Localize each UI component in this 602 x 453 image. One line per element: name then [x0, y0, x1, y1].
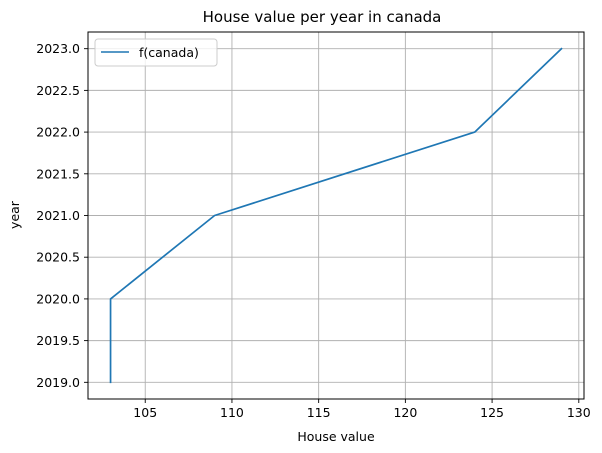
x-axis-label: House value	[297, 429, 375, 444]
x-tick-label: 115	[307, 405, 331, 420]
chart-title: House value per year in canada	[203, 8, 442, 26]
legend-box	[94, 38, 218, 67]
y-tick-label: 2019.5	[36, 333, 80, 348]
y-tick-label: 2022.5	[36, 83, 80, 98]
legend-label: f(canada)	[139, 45, 199, 60]
legend: f(canada)	[94, 38, 218, 67]
y-axis-label: year	[7, 200, 22, 229]
y-tick-label: 2022.0	[36, 125, 80, 140]
y-axis-ticks: 2019.0 2019.5 2020.0 2020.5 2021.0 2021.5 2022…	[36, 41, 88, 390]
y-tick-label: 2023.0	[36, 41, 80, 56]
series-layer	[109, 47, 563, 384]
x-axis-ticks: 105 110 115 120 125 130	[133, 399, 591, 420]
x-tick-label: 110	[220, 405, 244, 420]
y-tick-label: 2021.0	[36, 208, 80, 223]
x-tick-label: 125	[480, 405, 504, 420]
y-tick-label: 2021.5	[36, 166, 80, 181]
y-tick-label: 2019.0	[36, 375, 80, 390]
x-tick-label: 120	[393, 405, 417, 420]
y-tick-label: 2020.0	[36, 291, 80, 306]
grid	[88, 32, 584, 399]
x-tick-label: 105	[133, 405, 157, 420]
x-tick-label: 130	[567, 405, 591, 420]
y-tick-label: 2020.5	[36, 250, 80, 265]
